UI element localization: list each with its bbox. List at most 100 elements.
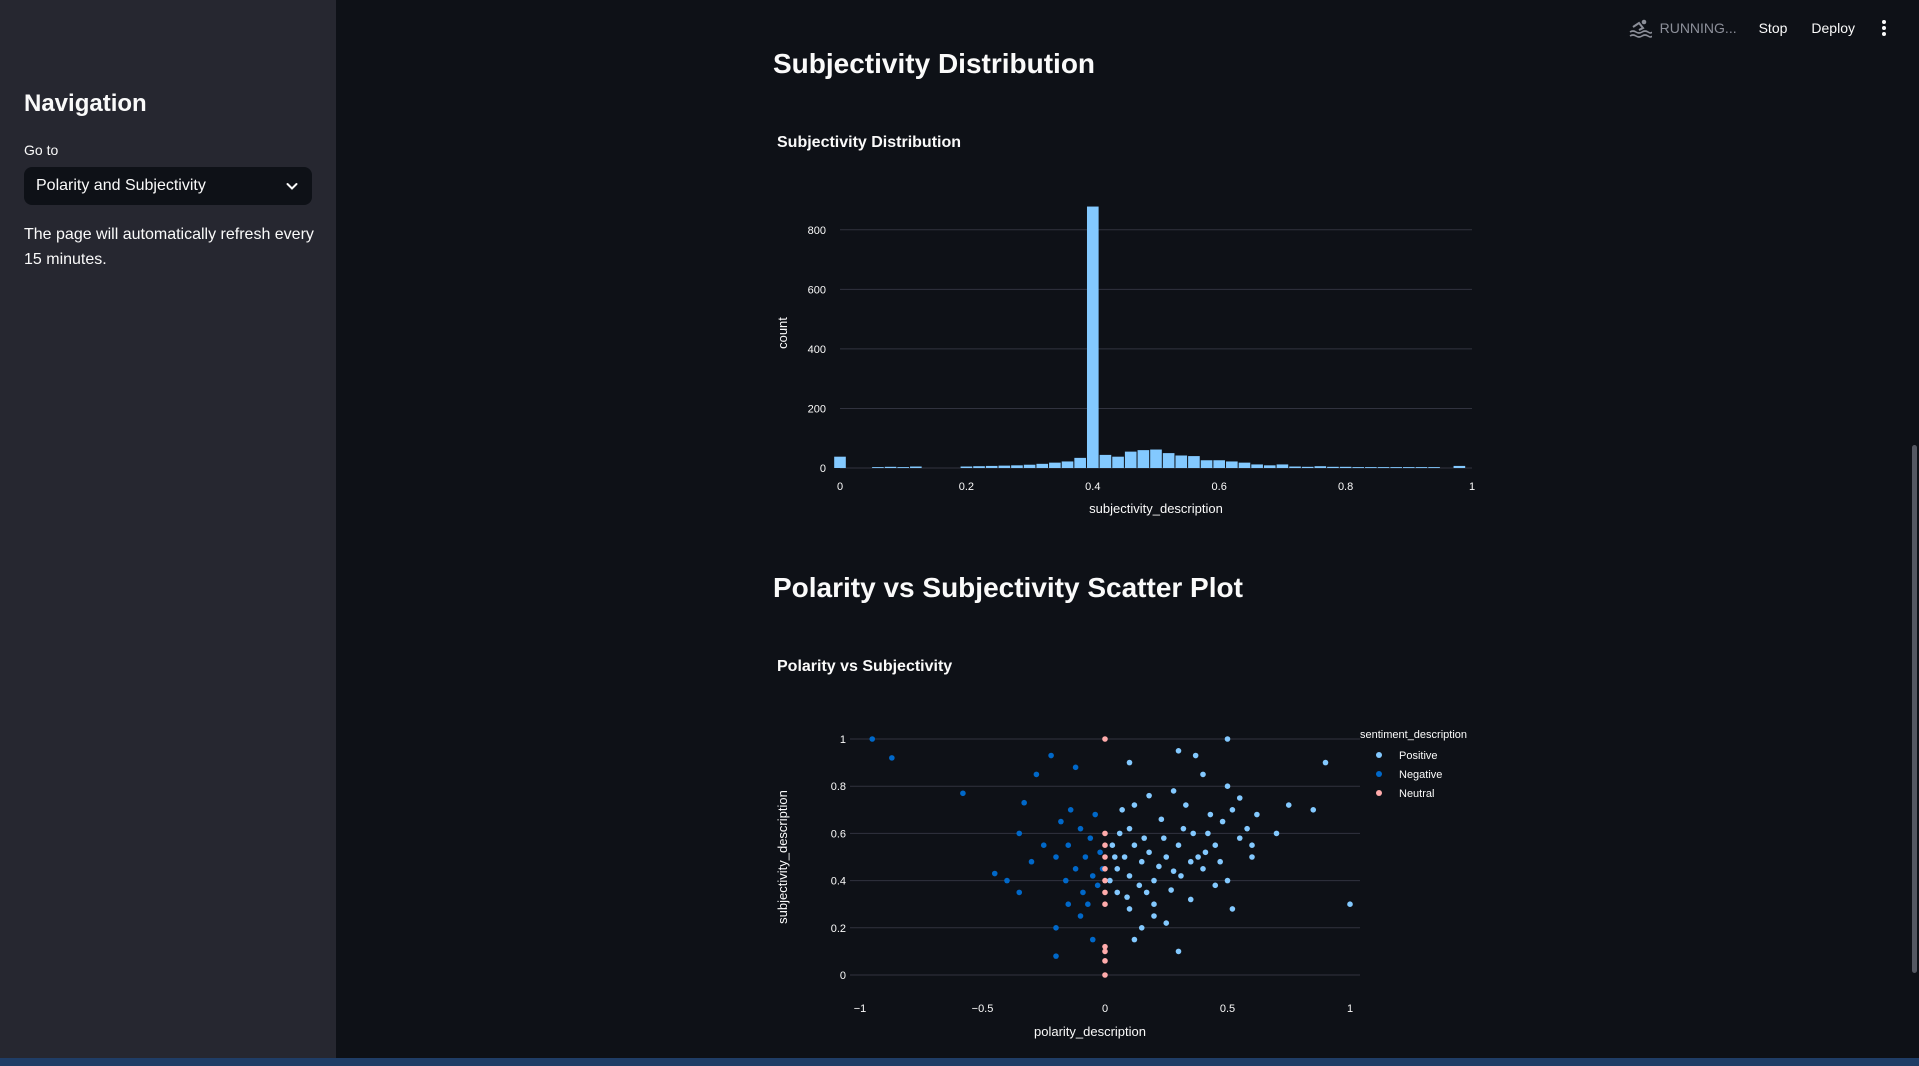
scatter-point-positive[interactable]	[1141, 835, 1147, 841]
legend-item-positive[interactable]: Positive	[1399, 750, 1438, 762]
legend-marker[interactable]	[1376, 771, 1382, 777]
scatter-point-neutral[interactable]	[1102, 854, 1108, 860]
histogram-bar[interactable]	[1276, 464, 1289, 468]
scatter-point-negative[interactable]	[1028, 858, 1035, 865]
scatter-point-negative[interactable]	[1016, 889, 1023, 896]
scatter-point-neutral[interactable]	[1102, 943, 1108, 950]
scatter-point-positive[interactable]	[1178, 873, 1184, 879]
scatter-point-negative[interactable]	[1063, 877, 1069, 884]
histogram-bar[interactable]	[1011, 465, 1023, 468]
scatter-point-positive[interactable]	[1126, 825, 1133, 832]
scatter-point-positive[interactable]	[1187, 858, 1194, 865]
scatter-point-positive[interactable]	[1219, 818, 1226, 825]
scatter-point-positive[interactable]	[1138, 925, 1145, 931]
histogram-bar[interactable]	[1074, 457, 1086, 468]
scatter-point-positive[interactable]	[1202, 849, 1209, 856]
scatter-point-negative[interactable]	[1065, 901, 1072, 907]
scatter-point-negative[interactable]	[1053, 854, 1059, 860]
scatter-point-positive[interactable]	[1136, 882, 1143, 889]
scatter-point-positive[interactable]	[1183, 802, 1189, 808]
scatter-point-positive[interactable]	[1107, 877, 1113, 884]
scatter-point-positive[interactable]	[1151, 913, 1157, 919]
scatter-point-negative[interactable]	[1077, 825, 1084, 832]
histogram-bar[interactable]	[1061, 461, 1074, 468]
histogram-bar[interactable]	[897, 467, 910, 468]
scatter-point-positive[interactable]	[1207, 811, 1214, 818]
scatter-point-negative[interactable]	[1016, 830, 1023, 837]
scatter-point-negative[interactable]	[1092, 811, 1098, 818]
scatter-point-positive[interactable]	[1175, 948, 1182, 955]
histogram-bar[interactable]	[1049, 462, 1061, 468]
scatter-point-negative[interactable]	[960, 790, 966, 797]
scatter-point-neutral[interactable]	[1102, 958, 1108, 964]
scatter-point-positive[interactable]	[1175, 842, 1182, 848]
legend-marker[interactable]	[1376, 752, 1382, 758]
scatter-point-negative[interactable]	[869, 736, 876, 742]
scatter-point-positive[interactable]	[1138, 858, 1145, 865]
scatter-point-neutral[interactable]	[1102, 866, 1108, 872]
scatter-point-positive[interactable]	[1146, 792, 1152, 799]
scatter-point-neutral[interactable]	[1102, 889, 1108, 896]
histogram-bar[interactable]	[1390, 467, 1402, 468]
scatter-point-negative[interactable]	[1053, 925, 1059, 931]
histogram-bar[interactable]	[1301, 466, 1314, 468]
histogram-bar[interactable]	[1263, 465, 1276, 468]
scatter-point-positive[interactable]	[1224, 783, 1231, 789]
histogram-bar[interactable]	[985, 465, 998, 468]
scatter-point-positive[interactable]	[1236, 835, 1243, 841]
scatter-point-positive[interactable]	[1205, 830, 1211, 837]
stop-button[interactable]: Stop	[1758, 20, 1788, 36]
histogram-bar[interactable]	[834, 456, 846, 468]
scatter-point-positive[interactable]	[1217, 858, 1223, 865]
scatter-point-positive[interactable]	[1200, 771, 1206, 778]
scatter-point-positive[interactable]	[1229, 807, 1236, 813]
scatter-point-positive[interactable]	[1131, 802, 1138, 808]
histogram-bar[interactable]	[1200, 460, 1213, 468]
scatter-point-positive[interactable]	[1244, 825, 1250, 832]
scatter-point-positive[interactable]	[1126, 759, 1133, 766]
histogram-bar[interactable]	[1365, 467, 1377, 468]
scatter-point-neutral[interactable]	[1102, 901, 1108, 907]
histogram-bar[interactable]	[1415, 467, 1428, 468]
scatter-point-negative[interactable]	[1048, 752, 1054, 759]
scatter-point-negative[interactable]	[1085, 901, 1091, 907]
scatter-point-negative[interactable]	[1033, 771, 1040, 778]
scatter-point-positive[interactable]	[1195, 854, 1201, 860]
scatter-point-positive[interactable]	[1190, 830, 1196, 837]
scatter-point-positive[interactable]	[1254, 811, 1260, 818]
scatter-point-negative[interactable]	[1067, 807, 1074, 813]
scatter-point-positive[interactable]	[1151, 901, 1157, 907]
scatter-point-positive[interactable]	[1126, 906, 1133, 912]
histogram-bar[interactable]	[973, 466, 985, 468]
scrollbar[interactable]	[1911, 0, 1919, 1058]
scatter-point-negative[interactable]	[1004, 877, 1010, 884]
scatter-point-negative[interactable]	[1072, 764, 1079, 771]
legend-marker[interactable]	[1376, 790, 1382, 796]
histogram-bar[interactable]	[1352, 467, 1365, 468]
scatter-point-positive[interactable]	[1224, 877, 1231, 884]
histogram-bar[interactable]	[1036, 463, 1049, 468]
scatter-point-positive[interactable]	[1285, 802, 1292, 808]
scatter-point-positive[interactable]	[1114, 889, 1121, 896]
scatter-point-neutral[interactable]	[1102, 736, 1108, 742]
histogram-bar[interactable]	[1402, 467, 1415, 468]
scatter-point-negative[interactable]	[1040, 842, 1047, 848]
histogram-bar[interactable]	[1150, 449, 1162, 468]
scatter-point-neutral[interactable]	[1102, 830, 1108, 837]
scatter-point-negative[interactable]	[1089, 936, 1096, 943]
histogram-bar[interactable]	[1453, 465, 1466, 468]
scatter-point-negative[interactable]	[889, 755, 895, 761]
histogram-bar[interactable]	[1086, 206, 1099, 468]
scatter-point-neutral[interactable]	[1102, 877, 1108, 884]
scatter-point-positive[interactable]	[1163, 920, 1170, 926]
histogram-bar[interactable]	[1314, 466, 1327, 468]
scatter-point-positive[interactable]	[1116, 830, 1123, 837]
histogram-bar[interactable]	[1213, 460, 1226, 468]
scatter-point-positive[interactable]	[1347, 901, 1353, 907]
scatter-point-negative[interactable]	[1077, 913, 1084, 919]
scatter-point-negative[interactable]	[1058, 818, 1064, 825]
scatter-point-negative[interactable]	[1082, 854, 1089, 860]
scatter-point-negative[interactable]	[1097, 849, 1103, 856]
histogram-bar[interactable]	[998, 465, 1011, 468]
page-select[interactable]: Polarity and Subjectivity	[24, 167, 312, 205]
